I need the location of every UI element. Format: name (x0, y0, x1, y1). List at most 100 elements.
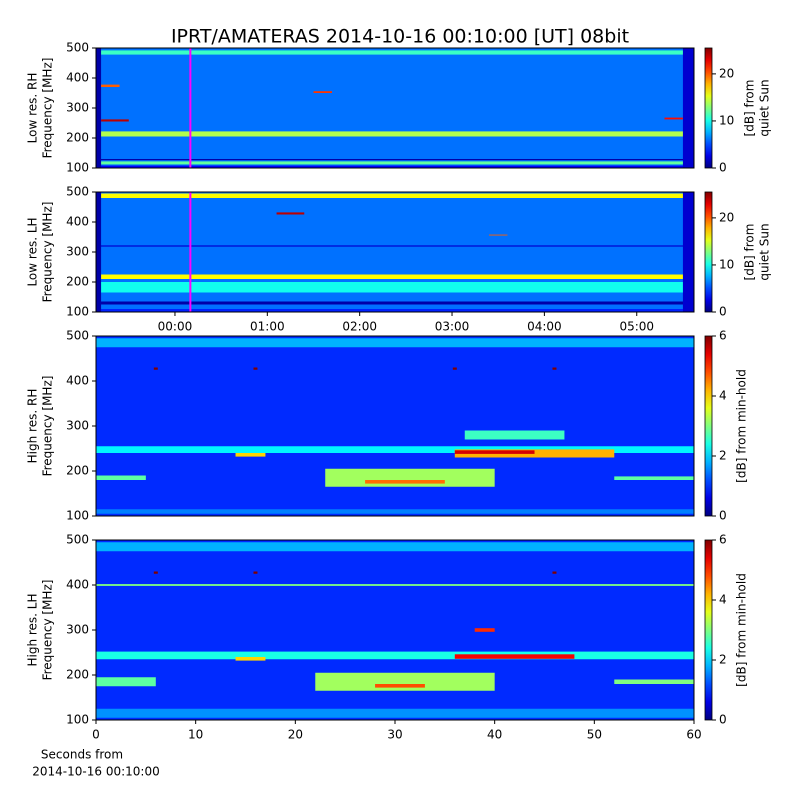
spectral-feature (488, 234, 508, 236)
spectral-feature (682, 48, 694, 168)
x-tick-label: 30 (387, 728, 402, 742)
spectral-feature (614, 476, 694, 480)
spectral-feature (96, 446, 694, 453)
colorbar-tick-label: 2 (719, 653, 727, 667)
y-tick-label: 200 (66, 275, 89, 289)
y-label: High res. LH (26, 593, 40, 666)
y-tick-label: 200 (66, 464, 89, 478)
spectral-feature (253, 367, 258, 370)
y-tick-label: 400 (66, 374, 89, 388)
colorbar-tick-label: 20 (719, 66, 734, 80)
spectral-feature (664, 117, 683, 120)
spectral-feature (454, 654, 575, 659)
colorbar (704, 335, 713, 517)
y-tick-label: 300 (66, 419, 89, 433)
y-label: Frequency [MHz] (41, 580, 55, 681)
y-label: High res. RH (26, 389, 40, 464)
colorbar-tick-label: 4 (719, 389, 727, 403)
colorbar-label: [dB] from (743, 224, 757, 281)
spectral-feature (96, 282, 694, 293)
figure-title: IPRT/AMATERAS 2014-10-16 00:10:00 [UT] 0… (171, 26, 629, 48)
y-tick-label: 500 (66, 329, 89, 343)
spectral-feature (276, 212, 305, 215)
spectral-feature (96, 338, 694, 348)
x-tick-label: 0 (92, 728, 100, 742)
colorbar-tick-label: 20 (719, 210, 734, 224)
y-tick-label: 300 (66, 623, 89, 637)
spectral-feature (454, 450, 535, 454)
y-tick-label: 300 (66, 101, 89, 115)
x-label: 2014-10-16 00:10:00 (32, 765, 159, 779)
spectral-feature (682, 192, 694, 312)
spectral-feature (614, 679, 694, 684)
colorbar-tick-label: 0 (719, 713, 727, 727)
background (96, 48, 694, 168)
spectral-feature (96, 677, 156, 687)
y-tick-label: 100 (66, 509, 89, 523)
spectral-feature (96, 50, 694, 55)
spectral-feature (96, 584, 694, 586)
x-tick-label: 10 (188, 728, 203, 742)
spectral-feature (96, 245, 694, 247)
colorbar-tick-label: 0 (719, 305, 727, 319)
spectral-feature (474, 628, 495, 632)
spectral-feature (464, 430, 565, 440)
spectral-feature (96, 651, 694, 660)
colorbar-tick-label: 0 (719, 161, 727, 175)
spectral-feature (96, 165, 694, 168)
x-tick-label: 50 (587, 728, 602, 742)
colorbar-tick-label: 0 (719, 509, 727, 523)
spectral-feature (153, 367, 158, 370)
spectral-feature (96, 192, 102, 312)
background (96, 336, 694, 516)
y-tick-label: 200 (66, 131, 89, 145)
y-label: Frequency [MHz] (41, 58, 55, 159)
colorbar (704, 47, 713, 169)
spectral-feature (96, 274, 694, 279)
spectral-feature (96, 475, 146, 480)
spectral-feature (96, 509, 694, 514)
spectral-feature (96, 131, 694, 137)
x-label: Seconds from (41, 748, 123, 762)
spectral-feature (325, 468, 495, 487)
colorbar-label: [dB] from (743, 80, 757, 137)
colorbar-label: [dB] from min-hold (735, 369, 749, 483)
colorbar-tick-label: 10 (719, 257, 734, 271)
colorbar-tick-label: 6 (719, 533, 727, 547)
spectral-feature (101, 119, 129, 122)
y-tick-label: 400 (66, 215, 89, 229)
y-label: Low res. RH (26, 73, 40, 144)
y-label: Frequency [MHz] (41, 202, 55, 303)
spectral-feature (235, 453, 266, 457)
y-tick-label: 100 (66, 713, 89, 727)
colorbar-tick-label: 6 (719, 329, 727, 343)
y-label: Frequency [MHz] (41, 376, 55, 477)
spectral-feature (552, 571, 557, 574)
spectral-feature (313, 91, 332, 93)
x-tick-label: 20 (288, 728, 303, 742)
spectral-feature (96, 542, 694, 552)
x-tick-label: 05:00 (619, 320, 654, 334)
background (96, 192, 694, 312)
x-tick-label: 04:00 (527, 320, 562, 334)
spectral-feature (96, 161, 694, 165)
spectral-feature (253, 571, 258, 574)
spectral-feature (552, 367, 557, 370)
y-tick-label: 500 (66, 533, 89, 547)
colorbar-label: [dB] from min-hold (735, 573, 749, 687)
y-tick-label: 500 (66, 185, 89, 199)
x-tick-label: 01:00 (250, 320, 285, 334)
colorbar (704, 191, 713, 313)
y-label: Low res. LH (26, 217, 40, 286)
spectral-feature (153, 571, 158, 574)
spectral-feature (96, 708, 694, 718)
spectral-feature (375, 684, 425, 688)
y-tick-label: 200 (66, 668, 89, 682)
spectral-feature (101, 84, 120, 87)
spectral-feature (365, 480, 445, 484)
y-tick-label: 300 (66, 245, 89, 259)
spectral-feature (96, 159, 694, 161)
x-tick-label: 02:00 (342, 320, 377, 334)
colorbar-tick-label: 10 (719, 113, 734, 127)
spectral-feature (235, 657, 266, 661)
